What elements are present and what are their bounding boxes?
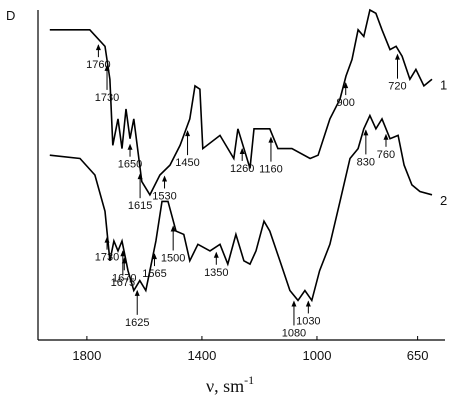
- peak-label: 720: [388, 81, 406, 93]
- peak-arrowhead: [95, 44, 101, 51]
- peak-arrowhead: [127, 143, 133, 150]
- peak-label: 1500: [161, 252, 185, 264]
- spectrum-line: [49, 8, 433, 197]
- peak-arrowhead: [162, 175, 168, 182]
- peak-label: 830: [357, 156, 375, 168]
- peak-label: 1670: [112, 272, 136, 284]
- peak-arrowhead: [137, 173, 143, 180]
- peak-arrowhead: [134, 289, 140, 296]
- peak-label: 1730: [95, 92, 119, 104]
- x-tick-label: 1800: [72, 348, 101, 363]
- peak-label: 1650: [118, 159, 142, 171]
- peak-label: 1615: [128, 200, 152, 212]
- peak-arrowhead: [239, 147, 245, 154]
- peak-arrowhead: [151, 253, 157, 260]
- peak-arrowhead: [104, 236, 110, 243]
- peak-label: 1080: [282, 327, 306, 339]
- peak-arrowhead: [213, 251, 219, 258]
- peak-label: 1030: [296, 315, 320, 327]
- peak-arrowhead: [121, 257, 127, 264]
- series-label: 2: [440, 193, 447, 208]
- peak-label: 1730: [95, 252, 119, 264]
- peak-arrowhead: [185, 130, 191, 137]
- x-tick-label: 650: [407, 348, 429, 363]
- x-axis-label-main: ν, sm: [206, 376, 244, 396]
- peak-label: 1565: [142, 268, 166, 280]
- spectrum-line: [49, 113, 433, 303]
- peak-arrowhead: [291, 300, 297, 307]
- peak-label: 1675: [111, 277, 135, 289]
- peak-arrowhead: [120, 250, 126, 257]
- peak-arrowhead: [170, 225, 176, 232]
- peak-label: 1160: [259, 164, 283, 176]
- peak-arrowhead: [305, 300, 311, 307]
- x-axis-label: ν, sm-1: [206, 373, 254, 396]
- peak-label: 760: [377, 149, 395, 161]
- peak-arrowhead: [394, 53, 400, 60]
- peak-arrowhead: [104, 64, 110, 71]
- peak-arrowhead: [383, 133, 389, 140]
- y-axis-label: D: [6, 8, 15, 23]
- peak-label: 900: [337, 97, 355, 109]
- peak-label: 1450: [175, 157, 199, 169]
- peak-label: 1760: [86, 59, 110, 71]
- peak-arrowhead: [268, 136, 274, 143]
- peak-label: 1625: [125, 317, 149, 329]
- peak-label: 1350: [204, 267, 228, 279]
- series-label: 1: [440, 77, 447, 92]
- x-tick-label: 1400: [187, 348, 216, 363]
- x-tick-label: 1000: [303, 348, 332, 363]
- x-axis-label-sup: -1: [244, 373, 254, 387]
- peak-arrowhead: [343, 82, 349, 89]
- peak-label: 1260: [230, 163, 254, 175]
- peak-arrowhead: [363, 129, 369, 136]
- peak-label: 1530: [152, 190, 176, 202]
